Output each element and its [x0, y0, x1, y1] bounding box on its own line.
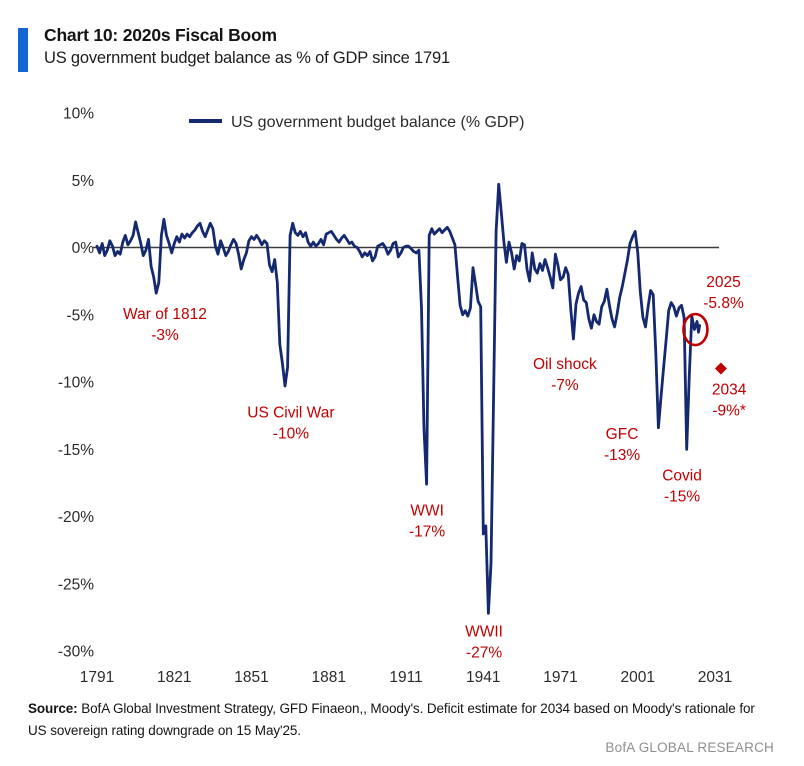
x-tick-label: 1851	[234, 669, 268, 686]
forecast-diamond-2034	[714, 362, 727, 375]
source-note: Source: BofA Global Investment Strategy,…	[28, 698, 776, 743]
highlight-circle-2025	[682, 312, 709, 347]
chart-title: Chart 10: 2020s Fiscal Boom	[44, 25, 277, 45]
y-axis-tick-labels: 10% 5% 0% -5% -10% -15% -20% -25% -30%	[58, 106, 94, 661]
event-annotation: WWII -27%	[465, 624, 503, 662]
source-prefix: Source:	[28, 701, 78, 716]
budget-balance-line	[95, 182, 701, 615]
title-accent-bar	[18, 28, 28, 72]
x-tick-label: 1791	[80, 669, 114, 686]
forecast-diamond	[714, 362, 727, 375]
x-tick-label: 1911	[389, 669, 422, 686]
event-annotation: WWI -17%	[409, 503, 445, 541]
y-tick-label: -15%	[58, 442, 94, 459]
y-tick-label: -5%	[66, 307, 94, 324]
x-tick-label: 1881	[312, 669, 346, 686]
y-tick-label: 10%	[63, 106, 94, 123]
x-tick-label: 2001	[621, 669, 655, 686]
event-annotation: US Civil War -10%	[247, 404, 334, 442]
event-annotations: War of 1812 -3% US Civil War -10% WWI -17% WWI…	[123, 274, 747, 662]
x-axis-tick-labels: 1791 1821 1851 1881 1911 1941 1971 2001 2031	[80, 669, 732, 686]
event-annotation: 2025 -5.8%	[703, 274, 744, 312]
y-tick-label: 0%	[72, 240, 95, 257]
y-tick-label: -10%	[58, 375, 94, 392]
x-tick-label: 2031	[698, 669, 732, 686]
event-annotation: GFC -13%	[604, 426, 640, 464]
legend-label: US government budget balance (% GDP)	[231, 114, 524, 131]
budget-balance-path	[95, 182, 701, 615]
event-annotation: Covid -15%	[662, 468, 702, 506]
event-annotation: War of 1812 -3%	[123, 306, 207, 344]
chart-subtitle: US government budget balance as % of GDP…	[44, 49, 450, 67]
y-tick-label: -30%	[58, 644, 94, 661]
highlight-ellipse	[682, 312, 709, 347]
x-tick-label: 1821	[157, 669, 191, 686]
event-annotation: 2034 -9%*	[712, 381, 747, 419]
legend: US government budget balance (% GDP)	[189, 114, 524, 131]
x-tick-label: 1971	[543, 669, 577, 686]
event-annotation: Oil shock -7%	[533, 356, 597, 394]
x-tick-label: 1941	[466, 669, 500, 686]
source-text: BofA Global Investment Strategy, GFD Fin…	[28, 701, 755, 739]
y-tick-label: -25%	[58, 576, 94, 593]
y-tick-label: 5%	[72, 173, 95, 190]
brand-mark: BofA GLOBAL RESEARCH	[605, 740, 774, 755]
y-tick-label: -20%	[58, 509, 94, 526]
